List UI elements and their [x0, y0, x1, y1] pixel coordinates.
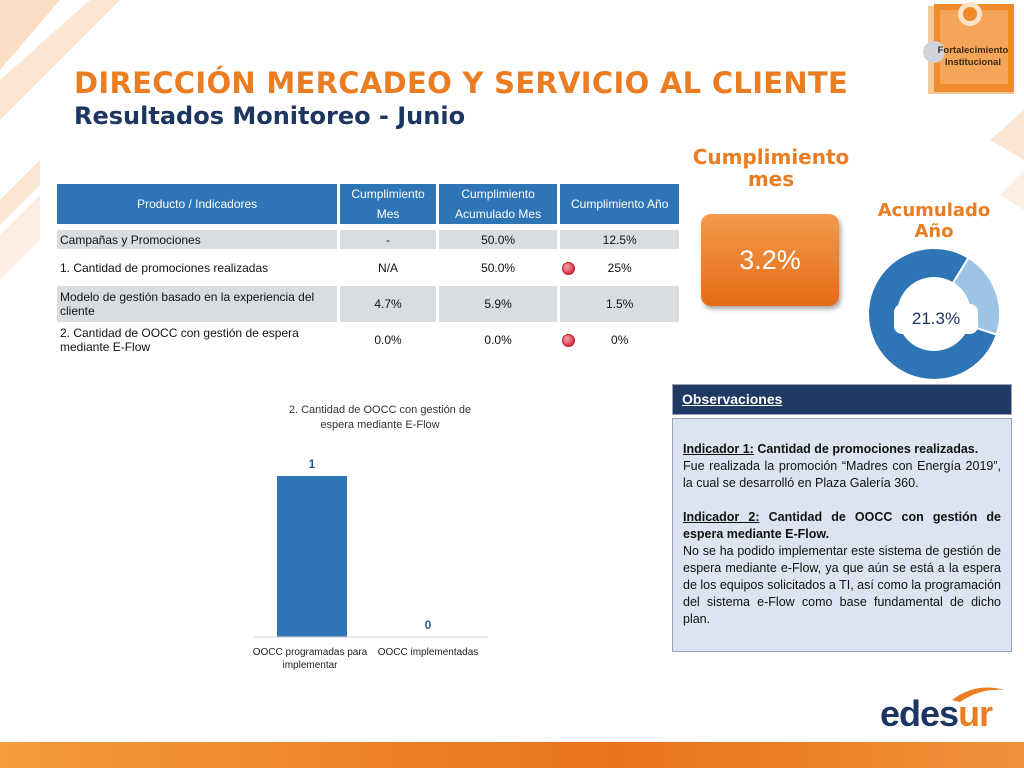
row-anio: 1.5%	[560, 286, 679, 322]
logo-part-2: ur	[958, 693, 993, 734]
observations-title: Observaciones	[682, 391, 783, 407]
row-acumulado: 0.0%	[438, 322, 558, 358]
donut-segment-value	[951, 256, 1001, 336]
table-spacer	[57, 224, 679, 230]
kpi-mes-label: Cumplimiento mes	[692, 145, 850, 191]
row-mes: 0.0%	[340, 322, 436, 358]
badge-line-1: Fortalecimiento	[937, 45, 1009, 56]
chart-title-line-1: 2. Cantidad de OOCC con gestión de	[289, 404, 471, 416]
category-label-1: OOCC programadas para	[253, 647, 368, 658]
obs-ind1-title: Cantidad de promociones realizadas.	[753, 442, 979, 456]
row-anio-cell: 25%	[560, 249, 679, 286]
bottom-bar	[0, 742, 1024, 768]
table-row: 1. Cantidad de promociones realizadas N/…	[57, 249, 679, 286]
kpi-anio-donut	[867, 247, 1001, 381]
decorative-stripes-right	[990, 110, 1024, 210]
col-header-acumulado: Cumplimiento Acumulado Mes	[438, 184, 558, 224]
row-anio-cell: 0%	[560, 322, 679, 358]
kpi-mes-value: 3.2%	[701, 214, 839, 306]
observations-body: Indicador 1: Cantidad de promociones rea…	[672, 418, 1012, 652]
page-subtitle: Resultados Monitoreo - Junio	[74, 102, 466, 130]
category-label-2: OOCC implementadas	[378, 647, 479, 658]
row-name: Campañas y Promociones	[57, 230, 338, 249]
logo-swoosh-icon	[952, 687, 1004, 702]
decorative-stripes-left	[0, 0, 120, 280]
row-acumulado: 5.9%	[438, 286, 558, 322]
obs-ind2-text: No se ha podido implementar este sistema…	[683, 544, 1001, 626]
obs-indicator-2-heading: Indicador 2: Cantidad de OOCC con gestió…	[683, 509, 1001, 543]
data-label-2: 0	[425, 618, 432, 632]
row-mes: N/A	[340, 249, 436, 286]
red-status-icon	[562, 334, 576, 347]
kpi-anio-label: Acumulado Año	[877, 200, 991, 242]
logo-part-1: edes	[880, 693, 959, 734]
page-title: DIRECCIÓN MERCADEO Y SERVICIO AL CLIENTE	[74, 66, 849, 100]
row-name: 1. Cantidad de promociones realizadas	[57, 249, 338, 286]
red-status-icon	[562, 261, 576, 275]
row-name: Modelo de gestión basado en la experienc…	[57, 286, 338, 322]
bar-1	[277, 476, 347, 637]
observations-header: Observaciones	[672, 384, 1012, 415]
col-header-producto: Producto / Indicadores	[57, 184, 338, 224]
obs-ind2-title: Cantidad de OOCC con gestión de espera m…	[683, 510, 1002, 541]
edesur-logo: edesur	[880, 693, 993, 734]
puzzle-badge-icon	[923, 2, 1014, 94]
row-name: 2. Cantidad de OOCC con gestión de esper…	[57, 322, 338, 358]
chart-title-line-2: espera mediante E-Flow	[320, 419, 439, 431]
obs-indicator-1-heading: Indicador 1: Cantidad de promociones rea…	[683, 441, 1001, 458]
bar-chart: 2. Cantidad de OOCC con gestión de esper…	[253, 404, 488, 671]
table-row: 2. Cantidad de OOCC con gestión de esper…	[57, 322, 679, 358]
row-anio: 25%	[607, 260, 632, 275]
category-label-1: implementar	[282, 660, 338, 671]
obs-ind1-text: Fue realizada la promoción “Madres con E…	[683, 459, 1001, 490]
row-anio: 0%	[611, 333, 629, 347]
row-mes: 4.7%	[340, 286, 436, 322]
table-header-row: Producto / Indicadores Cumplimiento Mes …	[57, 184, 679, 224]
row-acumulado: 50.0%	[438, 249, 558, 286]
row-anio: 12.5%	[560, 230, 679, 249]
kpi-table: Producto / Indicadores Cumplimiento Mes …	[54, 184, 682, 358]
obs-ind2-label: Indicador 2:	[683, 510, 760, 524]
badge-label: Fortalecimiento Institucional	[926, 45, 1020, 69]
row-acumulado: 50.0%	[438, 230, 558, 249]
table-row: Campañas y Promociones - 50.0% 12.5%	[57, 230, 679, 249]
badge-line-2: Institucional	[945, 57, 1001, 68]
row-mes: -	[340, 230, 436, 249]
table-row: Modelo de gestión basado en la experienc…	[57, 286, 679, 322]
obs-ind1-label: Indicador 1:	[683, 442, 754, 456]
donut-segment-remaining	[867, 247, 998, 381]
data-label-1: 1	[309, 457, 316, 471]
col-header-mes: Cumplimiento Mes	[340, 184, 436, 224]
col-header-anio: Cumplimiento Año	[560, 184, 679, 224]
kpi-anio-value: 21.3%	[894, 304, 978, 334]
